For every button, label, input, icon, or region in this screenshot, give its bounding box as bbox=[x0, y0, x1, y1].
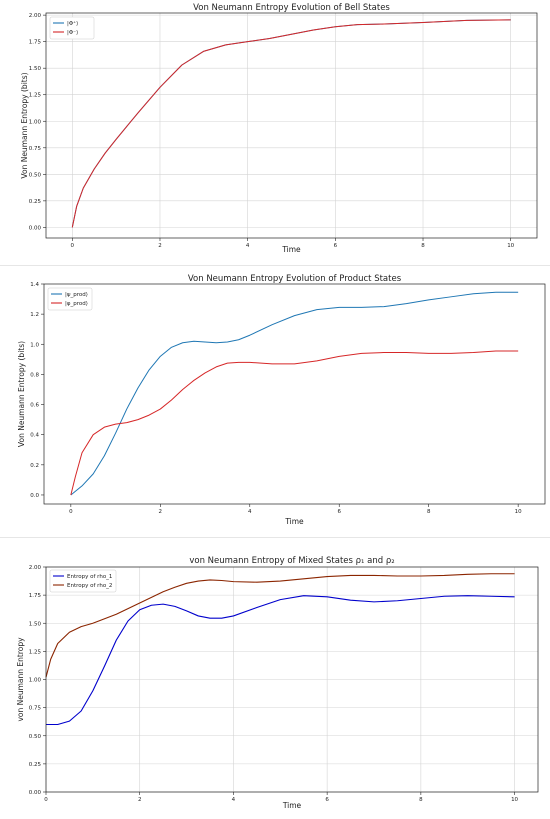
grid-lines bbox=[46, 13, 537, 238]
chart-title: Von Neumann Entropy Evolution of Bell St… bbox=[193, 3, 390, 13]
x-axis-label: Time bbox=[282, 801, 302, 810]
legend-entry: |φ_prod⟩ bbox=[65, 300, 88, 307]
series-line-1 bbox=[70, 291, 519, 496]
legend: |ψ_prod⟩ |φ_prod⟩ bbox=[47, 287, 93, 311]
legend-entry: |Φ⁺⟩ bbox=[67, 20, 78, 27]
x-tick-label: 2 bbox=[158, 243, 162, 249]
plot-frame bbox=[45, 12, 538, 239]
x-tick-label: 6 bbox=[334, 243, 338, 249]
y-tick-label: 0.50 bbox=[29, 734, 42, 740]
y-tick-label: 2.00 bbox=[29, 565, 42, 571]
x-tick-label: 2 bbox=[138, 797, 142, 803]
x-axis-label: Time bbox=[284, 517, 304, 526]
ticks: 0 2 4 6 8 10 0.00 0.25 0.50 0.75 1.00 1.25 1.50 1.75 2… bbox=[29, 13, 515, 249]
x-tick-label: 8 bbox=[427, 509, 431, 515]
x-tick-label: 6 bbox=[325, 797, 329, 803]
y-tick-label: 0.75 bbox=[29, 706, 42, 712]
product-states-chart-panel: 0 2 4 6 8 10 0.0 0.2 0.4 0.6 0.8 1.0 1.2 1.4 Von Neuma… bbox=[0, 268, 550, 530]
x-tick-label: 10 bbox=[515, 509, 522, 515]
legend-entry: |Φ⁻⟩ bbox=[67, 29, 78, 36]
y-tick-label: 1.0 bbox=[30, 342, 39, 348]
x-tick-label: 0 bbox=[69, 509, 73, 515]
x-tick-label: 4 bbox=[246, 243, 250, 249]
y-tick-label: 1.2 bbox=[30, 312, 39, 318]
y-tick-label: 1.25 bbox=[29, 93, 42, 99]
grid-lines bbox=[45, 566, 538, 793]
bell-states-chart: 0 2 4 6 8 10 0.00 0.25 0.50 0.75 1.00 1.25 1.50 1.75 2… bbox=[20, 3, 538, 254]
panel-divider bbox=[0, 265, 550, 266]
series-line-2 bbox=[70, 350, 519, 496]
bell-states-chart-panel: 0 2 4 6 8 10 0.00 0.25 0.50 0.75 1.00 1.25 1.50 1.75 2… bbox=[0, 0, 550, 262]
x-tick-label: 0 bbox=[44, 797, 48, 803]
y-tick-label: 0.00 bbox=[29, 790, 42, 796]
legend-entry: |ψ_prod⟩ bbox=[65, 291, 88, 298]
plot-frame bbox=[43, 283, 546, 505]
y-tick-label: 1.4 bbox=[30, 282, 39, 288]
y-tick-label: 1.00 bbox=[29, 678, 42, 684]
y-tick-label: 0.50 bbox=[29, 172, 42, 178]
ticks: 0 2 4 6 8 10 0.00 0.25 0.50 0.75 1.00 1.25 1.50 1.75 2… bbox=[29, 565, 519, 803]
y-axis-label: Von Neumann Entropy (bits) bbox=[20, 72, 29, 178]
chart-title: von Neumann Entropy of Mixed States ρ₁ a… bbox=[189, 556, 394, 566]
series-line-1 bbox=[46, 595, 515, 726]
chart-title: Von Neumann Entropy Evolution of Product… bbox=[188, 274, 402, 284]
y-tick-label: 1.00 bbox=[29, 119, 42, 125]
y-axis-label: Von Neumann Entropy (bits) bbox=[17, 341, 26, 447]
x-tick-label: 8 bbox=[421, 243, 425, 249]
x-tick-label: 6 bbox=[337, 509, 341, 515]
x-tick-label: 0 bbox=[71, 243, 75, 249]
y-tick-label: 0.6 bbox=[30, 403, 39, 409]
panel-divider bbox=[0, 537, 550, 538]
y-tick-label: 0.00 bbox=[29, 225, 42, 231]
x-tick-label: 8 bbox=[419, 797, 423, 803]
y-tick-label: 0.0 bbox=[30, 493, 39, 499]
series-line-1 bbox=[71, 19, 511, 228]
y-tick-label: 1.75 bbox=[29, 40, 42, 46]
y-tick-label: 0.75 bbox=[29, 146, 42, 152]
x-tick-label: 2 bbox=[159, 509, 163, 515]
mixed-states-chart: 0 2 4 6 8 10 0.00 0.25 0.50 0.75 1.00 1.25 1.50 1.75 2… bbox=[16, 556, 539, 810]
series-line-2 bbox=[71, 19, 511, 228]
legend: |Φ⁺⟩ |Φ⁻⟩ bbox=[49, 16, 95, 40]
y-tick-label: 2.00 bbox=[29, 13, 42, 19]
y-tick-label: 1.50 bbox=[29, 621, 42, 627]
series-line-2 bbox=[45, 573, 515, 678]
x-tick-label: 10 bbox=[511, 797, 518, 803]
y-tick-label: 0.8 bbox=[30, 372, 39, 378]
legend-entry: Entropy of rho_1 bbox=[67, 574, 112, 580]
product-states-chart: 0 2 4 6 8 10 0.0 0.2 0.4 0.6 0.8 1.0 1.2 1.4 Von Neuma… bbox=[17, 274, 546, 526]
legend-box bbox=[49, 569, 117, 593]
y-tick-label: 0.25 bbox=[29, 199, 42, 205]
y-axis-label: von Neumann Entropy bbox=[16, 637, 25, 722]
x-tick-label: 4 bbox=[232, 797, 236, 803]
x-tick-label: 10 bbox=[507, 243, 514, 249]
x-tick-label: 4 bbox=[248, 509, 252, 515]
y-tick-label: 1.75 bbox=[29, 593, 42, 599]
ticks: 0 2 4 6 8 10 0.0 0.2 0.4 0.6 0.8 1.0 1.2 1.4 bbox=[30, 282, 522, 515]
legend-entry: Entropy of rho_2 bbox=[67, 583, 112, 589]
y-tick-label: 1.50 bbox=[29, 66, 42, 72]
legend: Entropy of rho_1 Entropy of rho_2 bbox=[49, 569, 117, 593]
y-tick-label: 0.4 bbox=[30, 433, 39, 439]
y-tick-label: 0.2 bbox=[30, 463, 39, 469]
mixed-states-chart-panel: 0 2 4 6 8 10 0.00 0.25 0.50 0.75 1.00 1.25 1.50 1.75 2… bbox=[0, 545, 550, 815]
y-tick-label: 0.25 bbox=[29, 762, 42, 768]
x-axis-label: Time bbox=[281, 245, 301, 254]
y-tick-label: 1.25 bbox=[29, 649, 42, 655]
